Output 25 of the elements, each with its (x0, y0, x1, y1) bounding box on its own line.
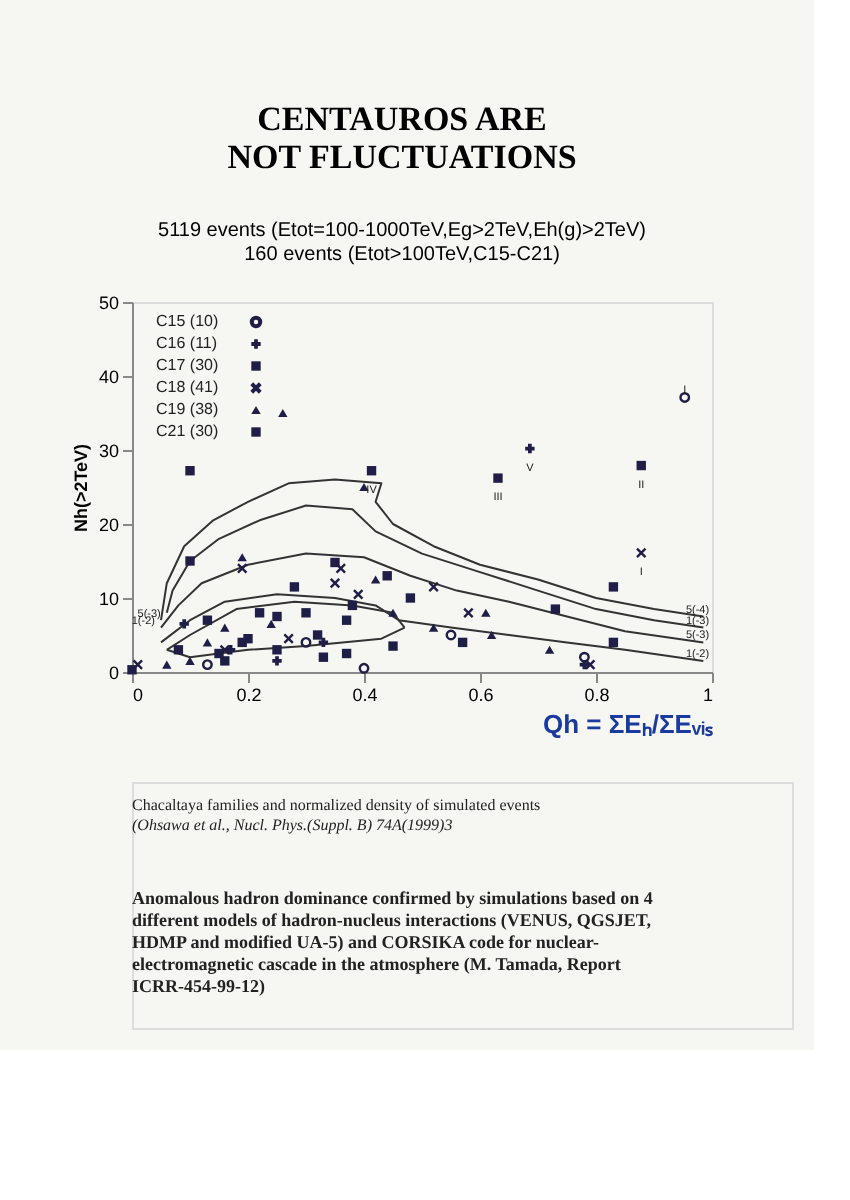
y-axis-title: Nh(>2TeV) (70, 443, 91, 533)
y-tick-label: 30 (98, 441, 119, 461)
x-tick-label: 0.8 (584, 685, 610, 705)
y-tick-label: 0 (108, 663, 119, 683)
text: Chacaltaya families and normalized density of simulated events (132, 796, 541, 814)
text: Anomalous hadron dominance confirmed by simulations based on 4 different models of hadron-nucleus interactions (VENUS, QGSJET, HDMP and modified UA-5) and CORSIKA code for nuclear-electromagnetic cascade in the atmosphere (M. Tamada, Report ICRR-454-99-12) (132, 888, 654, 996)
y-tick-label: 20 (98, 515, 119, 535)
legend-label: C21 (30) (156, 422, 219, 440)
legend-label: C16 (11) (156, 334, 218, 352)
chart-title: CENTAUROS ARE NOT FLUCTUATIONS (227, 100, 577, 176)
y-tick-label: 40 (98, 367, 119, 387)
y-tick-label: 50 (98, 293, 119, 313)
x-tick-label: 0.6 (468, 685, 494, 705)
x-tick-label: 0.2 (236, 685, 262, 705)
x-tick-label: 0 (133, 685, 144, 705)
x-tick-label: 0.4 (352, 685, 378, 705)
y-tick-label: 10 (98, 589, 119, 609)
legend-label: C17 (30) (156, 356, 219, 374)
x-axis-title: Qh = ΣEₕ/ΣEᵥᵢₛ (543, 709, 713, 739)
text: (Ohsawa et al., Nucl. Phys.(Suppl. B) 74A(1999)3 (132, 816, 453, 834)
legend-label: C19 (38) (156, 400, 219, 418)
legend-label: C18 (41) (156, 378, 219, 396)
chart-subtitle: 5119 events (Etot=100-1000TeV,Eg>2TeV,Eh(g)>2TeV) 160 events (Etot>100TeV,C15-C21) (158, 220, 646, 266)
legend-label: C15 (10) (156, 312, 219, 330)
x-tick-label: 1 (702, 685, 713, 705)
